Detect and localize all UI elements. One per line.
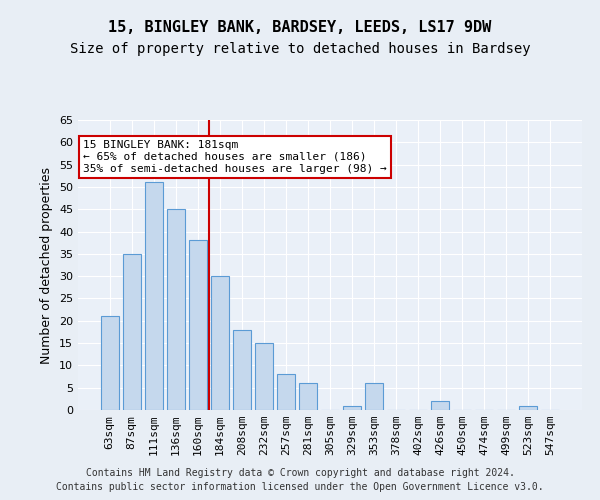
Bar [277, 374, 295, 410]
Bar [233, 330, 251, 410]
Bar [123, 254, 140, 410]
Bar [343, 406, 361, 410]
Text: Contains HM Land Registry data © Crown copyright and database right 2024.: Contains HM Land Registry data © Crown c… [86, 468, 514, 477]
Bar [255, 343, 273, 410]
Text: 15 BINGLEY BANK: 181sqm
← 65% of detached houses are smaller (186)
35% of semi-d: 15 BINGLEY BANK: 181sqm ← 65% of detache… [83, 140, 387, 173]
Bar [189, 240, 206, 410]
Bar [211, 276, 229, 410]
Bar [101, 316, 119, 410]
Bar [520, 406, 537, 410]
Text: Contains public sector information licensed under the Open Government Licence v3: Contains public sector information licen… [56, 482, 544, 492]
Bar [365, 383, 383, 410]
Y-axis label: Number of detached properties: Number of detached properties [40, 166, 53, 364]
Bar [167, 209, 185, 410]
Bar [431, 401, 449, 410]
Text: 15, BINGLEY BANK, BARDSEY, LEEDS, LS17 9DW: 15, BINGLEY BANK, BARDSEY, LEEDS, LS17 9… [109, 20, 491, 35]
Text: Size of property relative to detached houses in Bardsey: Size of property relative to detached ho… [70, 42, 530, 56]
Bar [299, 383, 317, 410]
Bar [145, 182, 163, 410]
